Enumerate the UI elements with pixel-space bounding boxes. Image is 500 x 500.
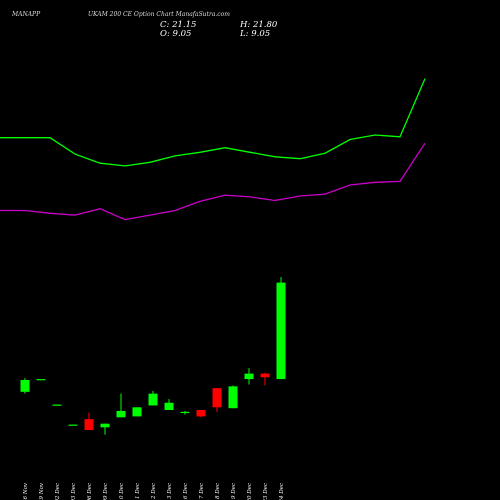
x-tick-label: 09 Dec	[103, 483, 109, 500]
candle-body	[212, 388, 222, 408]
x-tick-label: 13 Dec	[167, 483, 173, 500]
x-tick-label: 26 Nov	[23, 482, 29, 500]
x-tick-label: 16 Dec	[183, 483, 189, 500]
low-value: L: 9.05	[240, 29, 271, 39]
candle-body	[84, 419, 94, 431]
x-tick-label: 02 Dec	[55, 483, 61, 500]
candle-body	[36, 379, 46, 381]
candle-body	[52, 404, 62, 406]
high-value: H: 21.80	[240, 20, 278, 30]
candle-body	[180, 411, 190, 414]
x-tick-label: 20 Dec	[247, 483, 253, 500]
candle-body	[244, 373, 254, 380]
x-tick-label: 19 Dec	[231, 483, 237, 500]
candle-body	[196, 410, 206, 417]
x-tick-label: 23 Dec	[263, 483, 269, 500]
x-tick-label: 24 Dec	[279, 483, 285, 500]
candle-body	[132, 407, 142, 417]
candle-body	[228, 386, 238, 409]
candle-body	[148, 393, 158, 406]
x-tick-label: 29 Nov	[39, 482, 45, 500]
upper-band-line	[0, 78, 426, 167]
x-tick-label: 10 Dec	[119, 483, 125, 500]
candle-body	[100, 423, 110, 428]
x-tick-label: 11 Dec	[135, 483, 141, 500]
close-value: C: 21.15	[160, 20, 197, 30]
candle-body	[20, 379, 30, 392]
candle-body	[260, 373, 270, 378]
candle-body	[116, 410, 126, 418]
open-value: O: 9.05	[160, 29, 192, 39]
candle-body	[164, 402, 174, 411]
symbol-label: MANAPP	[12, 11, 41, 18]
x-tick-label: 12 Dec	[151, 483, 157, 500]
x-tick-label: 03 Dec	[71, 483, 77, 500]
lower-band-line	[0, 142, 426, 221]
x-tick-label: 17 Dec	[199, 483, 205, 500]
candle-body	[68, 424, 78, 426]
x-tick-label: 06 Dec	[87, 483, 93, 500]
candle-body	[276, 282, 286, 380]
chart-title: UKAM 200 CE Option Chart ManafaSutra.com	[88, 11, 230, 18]
x-tick-label: 18 Dec	[215, 483, 221, 500]
